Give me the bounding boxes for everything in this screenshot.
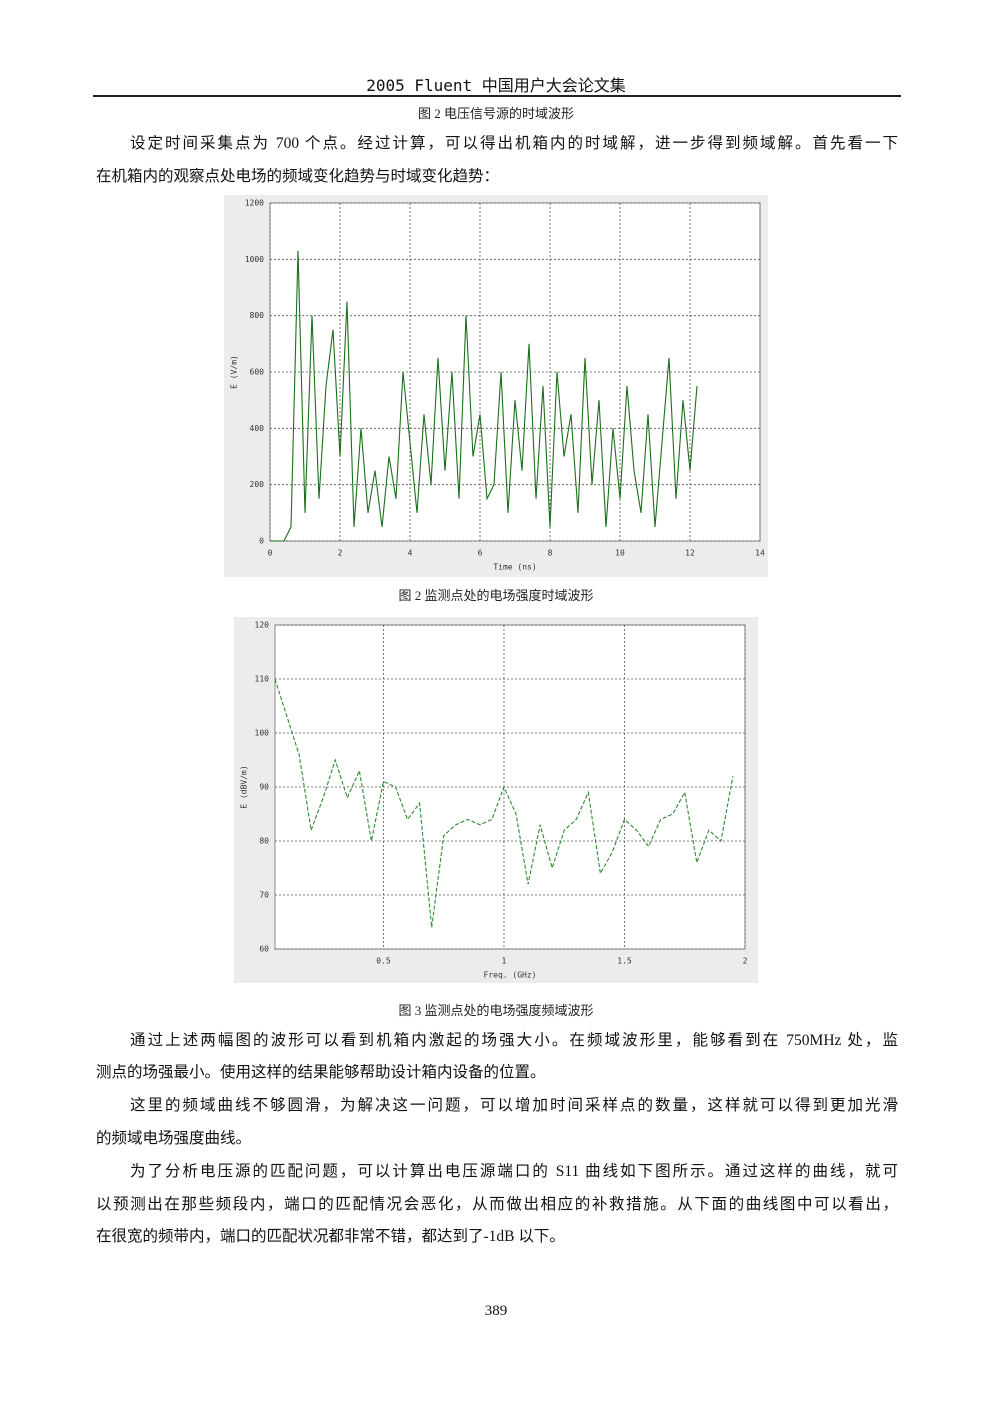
x-tick-label: 0 <box>268 549 273 558</box>
data-line <box>274 678 734 928</box>
paragraph-line: 的频域电场强度曲线。 <box>96 1130 252 1147</box>
y-axis-label: E (dBV/m) <box>240 765 249 808</box>
y-tick-label: 90 <box>259 783 269 792</box>
y-tick-label: 600 <box>250 368 265 377</box>
y-tick-label: 120 <box>255 621 270 630</box>
x-tick-label: 1.5 <box>617 957 632 966</box>
paragraph-line: 设定时间采集点为 700 个点。经过计算，可以得出机箱内的时域解，进一步得到频域… <box>130 135 898 152</box>
x-tick-label: 10 <box>615 549 625 558</box>
time-chart: 0 200 400 600 800 1000 1200 0 2 4 6 8 10 12 14 Time (ns… <box>224 195 768 577</box>
header-title: 2005 Fluent 中国用户大会论文集 <box>366 76 626 95</box>
y-tick-label: 70 <box>259 891 269 900</box>
x-tick-label: 4 <box>408 549 413 558</box>
caption: 图 2 监测点处的电场强度时域波形 <box>398 588 594 603</box>
x-tick-label: 1 <box>502 957 507 966</box>
paragraph-line: 通过上述两幅图的波形可以看到机箱内激起的场强大小。在频域波形里，能够看到在 75… <box>130 1032 898 1049</box>
y-tick-label: 110 <box>255 675 270 684</box>
y-tick-label: 80 <box>259 837 269 846</box>
y-tick-label: 0 <box>259 537 264 546</box>
header-rule <box>93 95 901 97</box>
page-number: 389 <box>484 1303 508 1319</box>
paragraph-line: 测点的场强最小。使用这样的结果能够帮助设计箱内设备的位置。 <box>96 1064 546 1081</box>
y-tick-label: 200 <box>250 480 265 489</box>
freq-chart: 60 70 80 90 100 110 120 0.5 1 1.5 2 Freq. (GHz) E (d… <box>234 617 758 983</box>
plot-area <box>274 624 746 950</box>
y-tick-label: 800 <box>250 311 265 320</box>
paragraph-line: 为了分析电压源的匹配问题，可以计算出电压源端口的 S11 曲线如下图所示。通过这… <box>130 1163 898 1180</box>
caption: 图 2 电压信号源的时域波形 <box>417 106 574 121</box>
paragraph-line: 在很宽的频带内，端口的匹配状况都非常不错，都达到了-1dB 以下。 <box>96 1228 565 1245</box>
y-tick-label: 1200 <box>245 199 264 208</box>
x-tick-label: 0.5 <box>376 957 391 966</box>
paragraph-line: 这里的频域曲线不够圆滑，为解决这一问题，可以增加时间采样点的数量，这样就可以得到… <box>130 1097 898 1114</box>
x-tick-label: 12 <box>685 549 695 558</box>
y-tick-label: 100 <box>255 729 270 738</box>
y-tick-label: 1000 <box>245 255 264 264</box>
y-tick-label: 60 <box>259 945 269 954</box>
paragraph-line: 在机箱内的观察点处电场的频域变化趋势与时域变化趋势： <box>96 168 500 185</box>
x-axis-label: Time (ns) <box>493 563 536 572</box>
x-tick-label: 6 <box>478 549 483 558</box>
paragraph-line: 以预测出在那些频段内，端口的匹配情况会恶化，从而做出相应的补救措施。从下面的曲线… <box>96 1196 898 1213</box>
x-tick-label: 2 <box>338 549 343 558</box>
x-tick-label: 2 <box>743 957 748 966</box>
y-tick-label: 400 <box>250 424 265 433</box>
x-tick-label: 14 <box>755 549 765 558</box>
y-axis-label: E (V/m) <box>230 355 239 389</box>
x-axis-label: Freq. (GHz) <box>484 971 537 980</box>
x-tick-label: 8 <box>548 549 553 558</box>
data-line <box>270 250 698 542</box>
caption: 图 3 监测点处的电场强度频域波形 <box>398 1003 594 1018</box>
